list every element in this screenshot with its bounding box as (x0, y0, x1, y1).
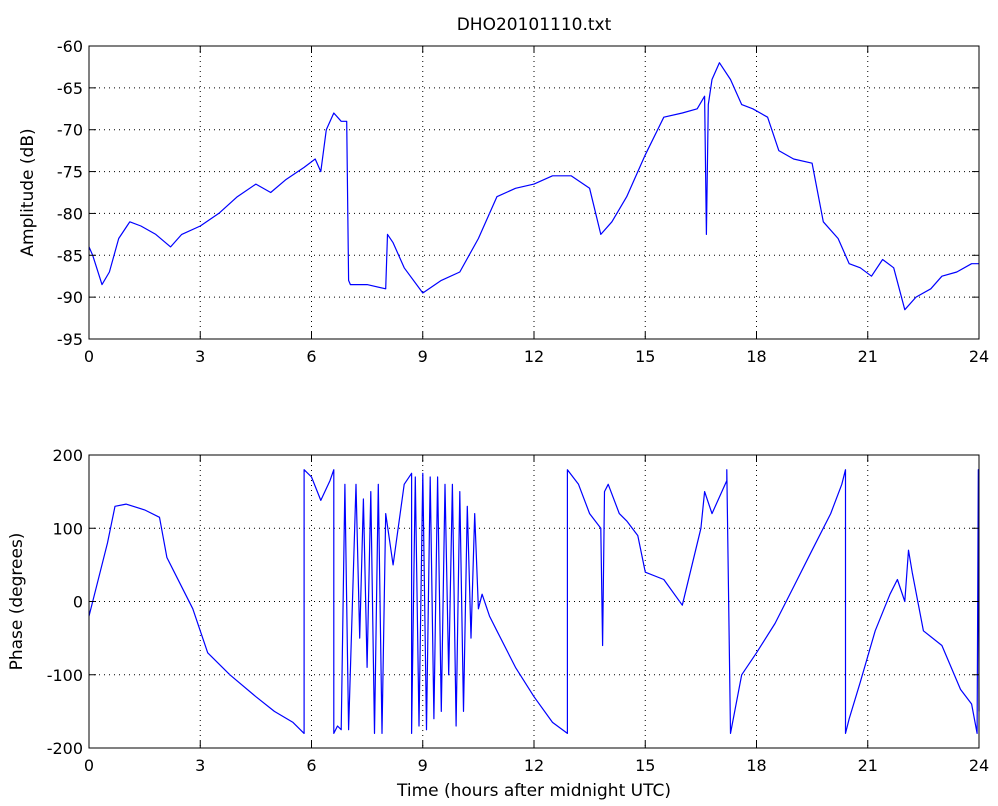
x-tick-label: 0 (84, 756, 94, 775)
y-tick-label: -100 (47, 666, 83, 685)
phase-series-line (88, 469, 980, 734)
x-tick-label: 18 (746, 347, 766, 366)
x-tick-label: 6 (306, 347, 316, 366)
amplitude-axes: 0 3 6 9 12 15 18 21 24 -95 -90 -85 -80 -75 -70 -65 -60 Am… (18, 37, 989, 366)
y-tick-label: -75 (57, 163, 83, 182)
y-tick-label: -60 (57, 37, 83, 56)
x-tick-label: 15 (635, 347, 655, 366)
phase-x-axis-label: Time (hours after midnight UTC) (396, 781, 671, 801)
x-tick-label: 0 (84, 347, 94, 366)
x-tick-label: 3 (195, 756, 205, 775)
y-tick-label: -85 (57, 246, 83, 265)
x-tick-label: 9 (418, 756, 428, 775)
y-tick-label: -65 (57, 79, 83, 98)
x-tick-label: 3 (195, 347, 205, 366)
y-tick-label: 0 (73, 593, 83, 612)
phase-y-axis-label: Phase (degrees) (7, 533, 27, 671)
x-tick-label: 21 (858, 756, 878, 775)
x-tick-label: 12 (524, 347, 544, 366)
x-tick-label: 24 (969, 756, 989, 775)
y-tick-label: -90 (57, 288, 83, 307)
x-tick-label: 9 (418, 347, 428, 366)
amplitude-y-axis-label: Amplitude (dB) (18, 128, 38, 256)
x-tick-label: 24 (969, 347, 989, 366)
x-tick-label: 18 (746, 756, 766, 775)
x-tick-label: 12 (524, 756, 544, 775)
y-tick-label: 100 (52, 519, 83, 538)
y-tick-label: 200 (52, 446, 83, 465)
x-tick-label: 6 (306, 756, 316, 775)
y-tick-label: -70 (57, 121, 83, 140)
phase-axes: 0 3 6 9 12 15 18 21 24 -200 -100 0 100 200 Phase (degr… (7, 446, 989, 801)
amplitude-series-line (88, 62, 979, 311)
y-tick-label: -80 (57, 204, 83, 223)
y-tick-label: -95 (57, 330, 83, 349)
x-tick-label: 15 (635, 756, 655, 775)
x-tick-label: 21 (858, 347, 878, 366)
y-tick-label: -200 (47, 739, 83, 758)
figure-title: DHO20101110.txt (457, 15, 612, 35)
